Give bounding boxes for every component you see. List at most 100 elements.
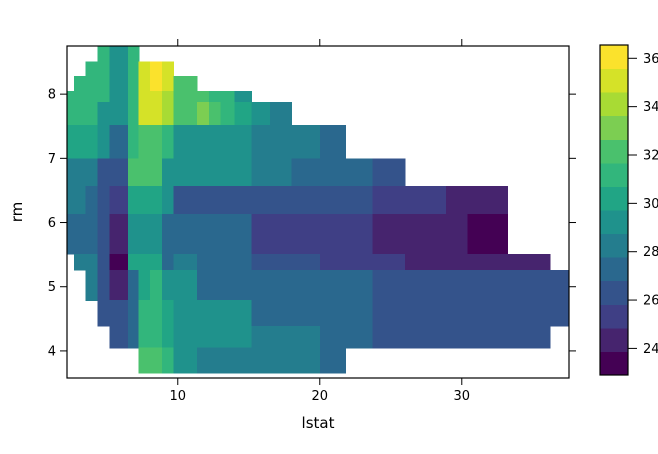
- heatmap-cell: [372, 253, 406, 271]
- heatmap-cell: [404, 300, 447, 327]
- heatmap-cell: [209, 158, 221, 187]
- colorbar-band: [600, 115, 628, 140]
- y-tick-label: 4: [48, 344, 56, 359]
- heatmap-cell: [291, 214, 321, 255]
- heatmap-cell: [209, 270, 221, 301]
- heatmap-cell: [220, 124, 236, 159]
- heatmap-cell: [467, 214, 508, 255]
- heatmap-cell: [109, 214, 129, 255]
- heatmap-cell: [150, 325, 163, 349]
- heatmap-cell: [196, 347, 210, 374]
- heatmap-cell: [220, 101, 236, 126]
- heatmap-cell: [467, 253, 508, 271]
- heatmap-cell: [162, 101, 175, 126]
- heatmap-cell: [162, 325, 175, 349]
- heatmap-cell: [109, 270, 129, 301]
- heatmap-cell: [128, 124, 140, 159]
- heatmap-cell: [220, 270, 236, 301]
- heatmap-cell: [507, 253, 551, 271]
- heatmap-cell: [97, 214, 111, 255]
- heatmap-cell: [74, 90, 87, 103]
- heatmap-cell: [138, 158, 151, 187]
- heatmap-cell: [467, 185, 508, 215]
- heatmap-cell: [138, 325, 151, 349]
- heatmap-cell: [97, 61, 111, 77]
- heatmap-cell: [291, 158, 321, 187]
- heatmap-cell: [345, 300, 373, 327]
- heatmap-cell: [270, 158, 292, 187]
- x-axis-title: lstat: [302, 414, 335, 432]
- heatmap-cell: [251, 253, 271, 271]
- heatmap-cell: [138, 253, 151, 271]
- heatmap-cell: [507, 270, 551, 301]
- heatmap-cell: [184, 124, 198, 159]
- heatmap-cell: [150, 61, 163, 77]
- heatmap-cell: [184, 185, 198, 215]
- heatmap-cell: [404, 270, 447, 301]
- heatmap-cell: [150, 300, 163, 327]
- heatmap-cell: [319, 270, 346, 301]
- colorbar-band: [600, 186, 628, 211]
- heatmap-cell: [173, 253, 186, 271]
- heatmap-cell: [291, 347, 321, 374]
- heatmap-cell: [67, 124, 75, 159]
- y-axis-title: rm: [8, 202, 26, 223]
- heatmap-cell: [150, 76, 163, 92]
- heatmap-cell: [85, 185, 99, 215]
- heatmap-cell: [404, 214, 447, 255]
- heatmap-cell: [85, 214, 99, 255]
- heatmap-cell: [138, 61, 151, 77]
- heatmap-cell: [234, 124, 253, 159]
- heatmap-cell: [67, 101, 75, 126]
- heatmap-cell: [319, 185, 346, 215]
- heatmap-cell: [109, 185, 129, 215]
- heatmap-cell: [270, 185, 292, 215]
- heatmap-cell: [97, 185, 111, 215]
- heatmap-cell: [67, 185, 75, 215]
- heatmap-cell: [251, 270, 271, 301]
- heatmap-cell: [291, 325, 321, 349]
- heatmap-cell: [184, 158, 198, 187]
- heatmap-cell: [128, 214, 140, 255]
- heatmap-cell: [251, 214, 271, 255]
- heatmap-cell: [85, 101, 99, 126]
- plot-border: [66, 45, 570, 379]
- heatmap-cell: [319, 124, 346, 159]
- heatmap-cell: [196, 270, 210, 301]
- heatmap-cell: [467, 270, 508, 301]
- heatmap-cell: [150, 214, 163, 255]
- heatmap-cell: [251, 124, 271, 159]
- colorbar-tick-label: 34: [643, 100, 658, 115]
- heatmap-cell: [173, 270, 186, 301]
- heatmap-cell: [345, 253, 373, 271]
- heatmap-cell: [446, 214, 469, 255]
- heatmap-cell: [507, 325, 551, 349]
- heatmap-cell: [404, 325, 447, 349]
- heatmap-cell: [234, 325, 253, 349]
- heatmap-cell: [162, 214, 175, 255]
- heatmap-cell: [372, 270, 406, 301]
- colorbar-tick-label: 30: [643, 197, 658, 212]
- heatmap-cell: [173, 158, 186, 187]
- heatmap-cell: [67, 214, 75, 255]
- heatmap-cell: [184, 90, 198, 103]
- heatmap-cell: [270, 124, 292, 159]
- heatmap-cell: [109, 90, 129, 103]
- heatmap-cell: [291, 270, 321, 301]
- colorbar-border: [599, 44, 629, 376]
- heatmap-cells: [67, 46, 570, 374]
- heatmap-cell: [74, 253, 87, 271]
- x-tick-label: 20: [312, 389, 329, 404]
- heatmap-cell: [291, 253, 321, 271]
- heatmap-cell: [85, 253, 99, 271]
- heatmap-cell: [549, 270, 570, 301]
- colorbar-tick-label: 24: [643, 342, 658, 357]
- heatmap-cell: [319, 158, 346, 187]
- heatmap-cell: [97, 270, 111, 301]
- heatmap-cell: [150, 270, 163, 301]
- heatmap-cell: [345, 214, 373, 255]
- heatmap-cell: [138, 300, 151, 327]
- heatmap-cell: [291, 185, 321, 215]
- colorbar-legend: 24 26 28 30 32 34 36: [599, 44, 658, 376]
- heatmap-cell: [173, 76, 186, 92]
